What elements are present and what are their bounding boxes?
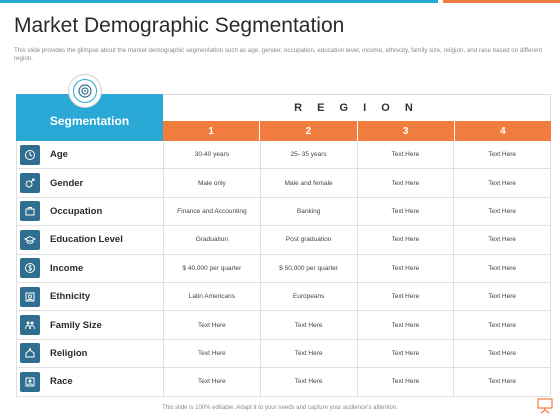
table-cell: Male and female	[259, 169, 357, 197]
table-row: Age 30-40 years 25- 35 years Text Here T…	[16, 141, 551, 170]
ethnicity-icon	[20, 286, 40, 307]
row-label: Religion	[50, 347, 88, 359]
table-row: Occupation Finance and Accounting Bankin…	[16, 197, 551, 227]
table-cell: Text Here	[453, 226, 551, 254]
region-header: R E G I O N	[163, 94, 551, 121]
region-number-1: 1	[163, 121, 261, 141]
row-label-cell: Occupation	[16, 197, 163, 226]
table-cell: Banking	[259, 197, 357, 226]
table-cell: Text Here	[356, 197, 454, 226]
row-label: Race	[50, 376, 73, 388]
page-title: Market Demographic Segmentation	[14, 14, 345, 37]
table-cell: Text Here	[163, 368, 260, 396]
table-body: Age 30-40 years 25- 35 years Text Here T…	[16, 141, 551, 397]
table-cell: Text Here	[453, 169, 551, 197]
table-cell: Text Here	[356, 169, 454, 197]
row-label: Income	[50, 262, 84, 274]
table-cell: Male only	[163, 169, 260, 197]
top-accent-bar-orange	[443, 0, 560, 3]
table-row: Gender Male only Male and female Text He…	[16, 169, 551, 198]
table-row: Ethnicity Latin Americans Europeans Text…	[16, 282, 551, 312]
table-cell: Text Here	[356, 339, 454, 368]
row-label: Gender	[50, 177, 84, 189]
row-label-cell: Ethnicity	[16, 282, 163, 311]
segmentation-table: Segmentation R E G I O N 1 2 3 4 Age 30-…	[16, 74, 551, 397]
row-label-cell: Education Level	[16, 226, 163, 254]
table-cell: Text Here	[356, 368, 454, 396]
occupation-icon	[20, 201, 40, 222]
presentation-board-icon	[536, 398, 554, 414]
table-cell: Text Here	[356, 282, 454, 311]
table-cell: Text Here	[259, 339, 357, 368]
table-cell: 30-40 years	[163, 141, 260, 169]
row-label: Family Size	[50, 319, 102, 331]
table-cell: Text Here	[453, 339, 551, 368]
row-label-cell: Race	[16, 368, 163, 396]
row-label: Occupation	[50, 205, 103, 217]
table-cell: Text Here	[453, 368, 551, 396]
table-cell: $ 40,000 per quarter	[163, 254, 260, 282]
gender-icon	[20, 173, 40, 194]
page-description: This slide provides the glimpse about th…	[14, 47, 543, 62]
table-cell: Text Here	[259, 311, 357, 339]
table-row: Education Level Graduation Post graduati…	[16, 226, 551, 255]
row-label: Education Level	[50, 234, 123, 246]
region-number-3: 3	[357, 121, 455, 141]
table-cell: Text Here	[163, 311, 260, 339]
table-cell: Graduation	[163, 226, 260, 254]
row-label-cell: Income	[16, 254, 163, 282]
table-cell: Text Here	[356, 254, 454, 282]
age-icon	[20, 144, 40, 165]
table-row: Income $ 40,000 per quarter $ 50,000 per…	[16, 254, 551, 283]
table-cell: 25- 35 years	[259, 141, 357, 169]
segmentation-header-label: Segmentation	[49, 113, 130, 128]
religion-icon	[20, 343, 40, 364]
table-row: Family Size Text Here Text Here Text Her…	[16, 311, 551, 340]
region-number-2: 2	[260, 121, 358, 141]
family-icon	[20, 315, 40, 336]
table-cell: Text Here	[453, 282, 551, 311]
table-cell: Text Here	[356, 311, 454, 339]
table-cell: Latin Americans	[163, 282, 260, 311]
table-row: Religion Text Here Text Here Text Here T…	[16, 339, 551, 369]
top-accent-bar-blue	[0, 0, 438, 3]
table-cell: Text Here	[453, 197, 551, 226]
table-cell: Text Here	[453, 141, 551, 169]
region-number-row: 1 2 3 4	[163, 121, 551, 141]
table-cell: Text Here	[259, 368, 357, 396]
table-cell: Text Here	[453, 311, 551, 339]
segmentation-target-icon	[68, 74, 102, 108]
table-cell: Text Here	[163, 339, 260, 368]
race-icon	[20, 371, 40, 392]
row-label: Ethnicity	[50, 291, 91, 303]
table-cell: $ 50,000 per quarter	[259, 254, 357, 282]
table-cell: Finance and Accounting	[163, 197, 260, 226]
table-cell: Text Here	[356, 226, 454, 254]
table-cell: Text Here	[453, 254, 551, 282]
row-label: Age	[50, 149, 68, 161]
region-number-4: 4	[454, 121, 551, 141]
footer-note: This slide is 100% editable. Adapt it to…	[162, 405, 398, 411]
row-label-cell: Gender	[16, 169, 163, 197]
table-cell: Text Here	[356, 141, 454, 169]
row-label-cell: Age	[16, 141, 163, 169]
table-cell: Europeans	[259, 282, 357, 311]
table-row: Race Text Here Text Here Text Here Text …	[16, 368, 551, 397]
income-icon	[20, 258, 40, 279]
table-cell: Post graduation	[259, 226, 357, 254]
row-label-cell: Family Size	[16, 311, 163, 339]
row-label-cell: Religion	[16, 339, 163, 368]
education-icon	[20, 229, 40, 250]
